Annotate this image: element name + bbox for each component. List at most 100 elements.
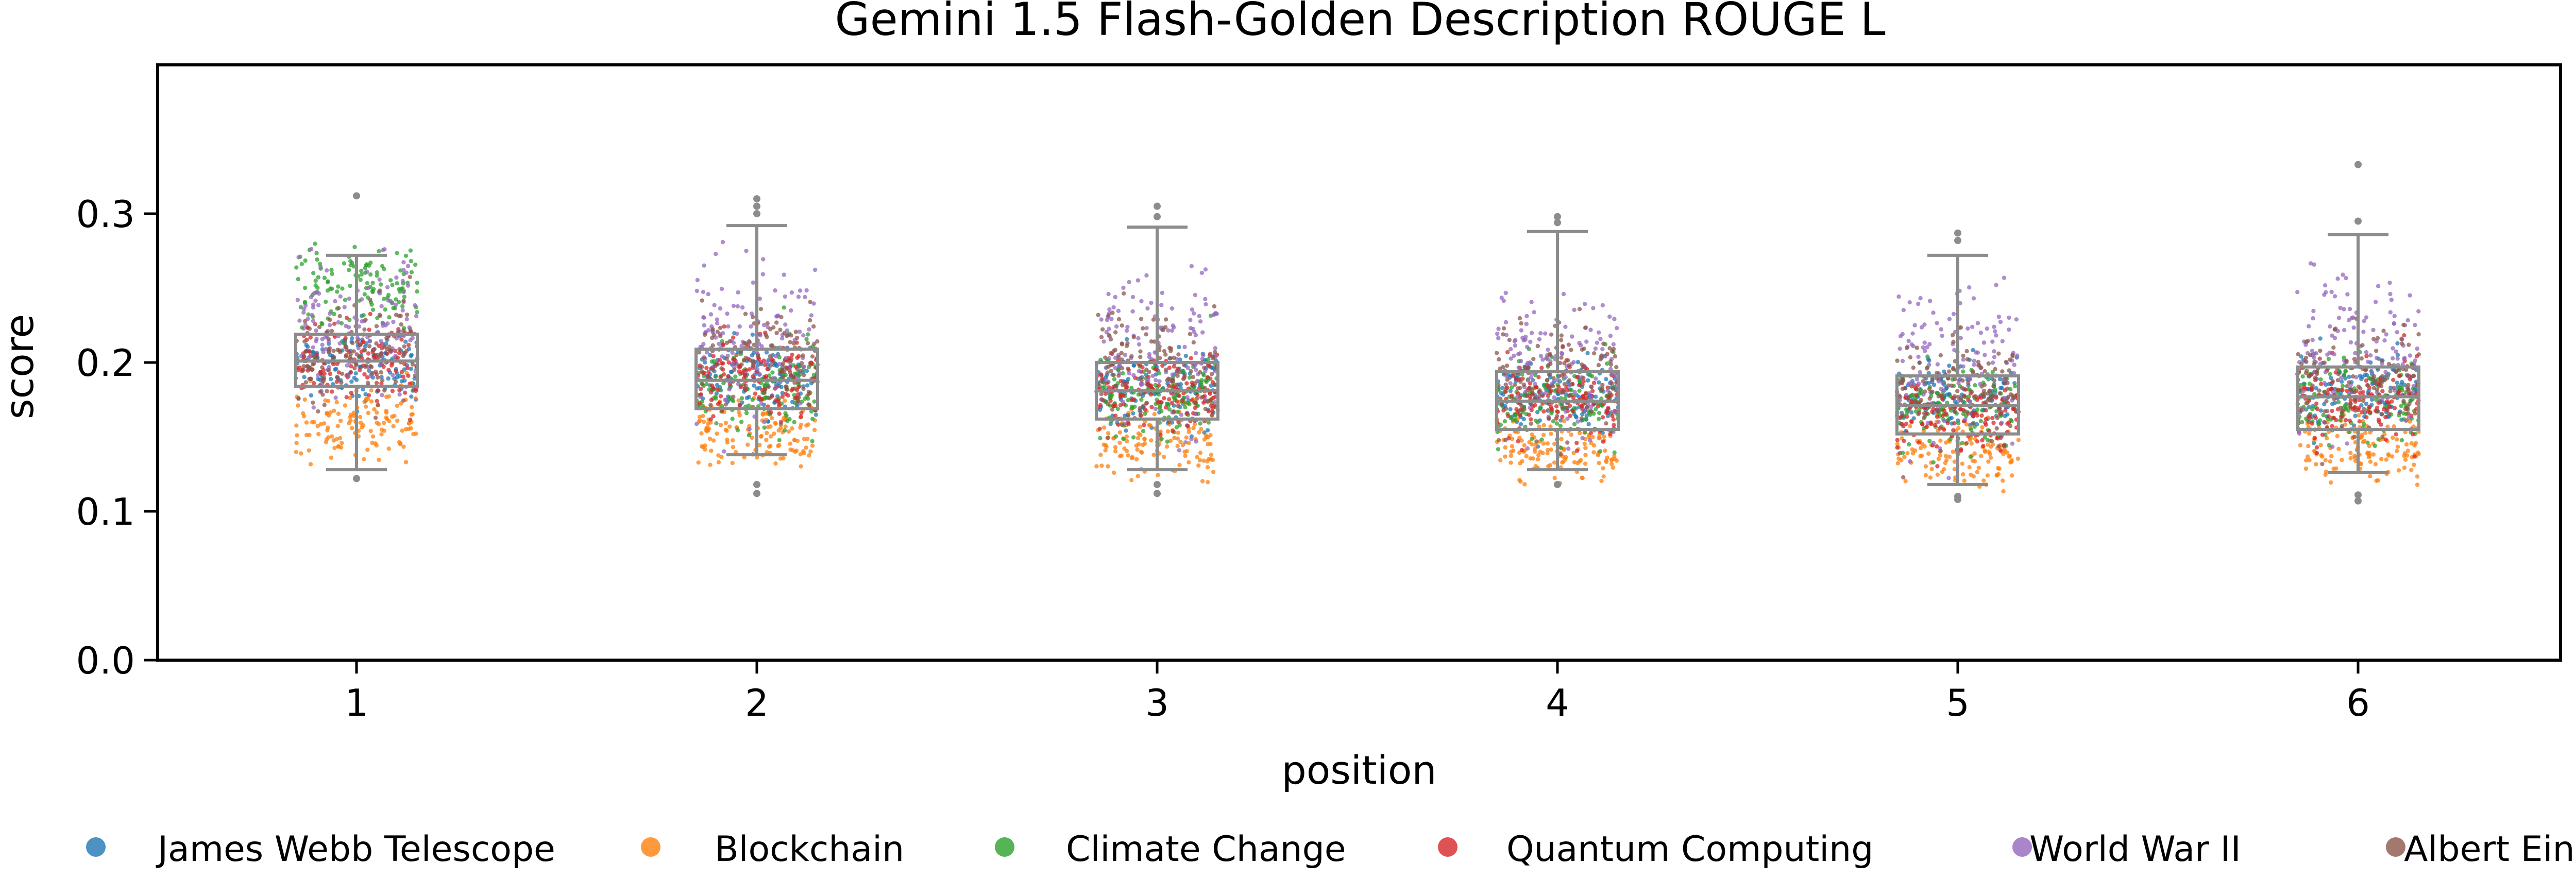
data-point [1533, 382, 1537, 386]
data-point [1609, 458, 1614, 462]
data-point [1962, 400, 1967, 405]
data-point [1601, 439, 1605, 444]
data-point [1139, 382, 1144, 387]
data-point [1496, 326, 1501, 331]
data-point [2409, 468, 2414, 472]
data-point [1600, 347, 1605, 352]
data-point [328, 318, 332, 322]
data-point [2006, 420, 2011, 425]
data-point [1120, 422, 1124, 427]
data-point [2380, 412, 2384, 417]
data-point [736, 398, 741, 403]
data-point [1143, 407, 1148, 412]
data-point [1199, 427, 1204, 432]
data-point [1106, 291, 1111, 297]
data-point [1985, 326, 1990, 331]
data-point [764, 350, 769, 355]
data-point [361, 423, 366, 428]
data-point [1964, 349, 1969, 354]
data-point [314, 290, 318, 295]
data-point [1210, 366, 1215, 370]
data-point [1945, 401, 1950, 405]
data-point [1562, 419, 1567, 424]
data-point [1563, 375, 1568, 379]
data-point [2379, 358, 2384, 363]
data-point [1554, 421, 1560, 426]
data-point [739, 420, 744, 424]
legend-label: James Webb Telescope [156, 829, 555, 870]
data-point [1162, 396, 1166, 401]
data-point [716, 453, 721, 458]
data-point [1166, 384, 1171, 388]
data-point [1138, 355, 1143, 359]
data-point [2391, 377, 2396, 383]
data-point [1569, 432, 1573, 437]
data-point [1962, 478, 1967, 483]
data-point [2304, 359, 2309, 364]
data-point [294, 450, 298, 454]
data-point [2388, 310, 2393, 315]
data-point [1597, 460, 1601, 465]
data-point [788, 370, 793, 375]
data-point [1166, 328, 1171, 333]
data-point [1582, 347, 1586, 351]
data-point [808, 360, 813, 366]
data-point [1978, 419, 1983, 423]
data-point [349, 390, 353, 395]
data-point [343, 403, 348, 408]
data-point [1541, 423, 1546, 427]
data-point [776, 403, 782, 408]
data-point [1209, 453, 1214, 457]
data-point [731, 357, 736, 362]
data-point [1970, 324, 1975, 330]
data-point [1930, 377, 1935, 382]
data-point [704, 366, 709, 370]
data-point [1546, 408, 1550, 413]
data-point [379, 427, 384, 432]
data-point [1510, 385, 1514, 390]
data-point [1524, 454, 1529, 459]
data-point [2306, 444, 2311, 448]
data-point [389, 348, 394, 353]
data-point [1503, 320, 1509, 324]
data-point [390, 283, 395, 287]
data-point [1531, 357, 1536, 361]
data-point [776, 428, 781, 433]
data-point [335, 424, 340, 428]
data-point [2363, 430, 2368, 435]
data-point [698, 418, 702, 423]
data-point [1524, 321, 1529, 326]
data-point [1612, 450, 1617, 455]
flier-point [1154, 480, 1161, 488]
x-tick-label: 5 [1946, 681, 1970, 724]
data-point [1157, 371, 1162, 375]
data-point [1960, 461, 1965, 466]
data-point [734, 353, 739, 357]
data-point [1555, 378, 1560, 383]
data-point [1106, 313, 1111, 318]
data-point [401, 288, 406, 294]
data-point [314, 337, 319, 341]
data-point [2317, 388, 2321, 393]
data-point [349, 364, 353, 369]
data-point [404, 349, 409, 353]
data-point [731, 361, 735, 366]
data-point [1558, 418, 1563, 423]
data-point [1107, 356, 1112, 361]
data-point [404, 317, 409, 321]
data-point [2314, 445, 2319, 450]
data-point [1176, 404, 1180, 408]
data-point [2306, 454, 2310, 459]
data-point [700, 369, 704, 374]
data-point [326, 349, 331, 353]
data-point [1920, 325, 1924, 330]
data-point [2332, 416, 2336, 420]
data-point [376, 388, 381, 393]
data-point [1582, 441, 1587, 446]
data-point [370, 288, 375, 294]
data-point [782, 272, 786, 277]
data-point [1947, 369, 1952, 374]
data-point [1968, 454, 1973, 459]
data-point [1121, 371, 1125, 376]
data-point [1199, 270, 1204, 275]
